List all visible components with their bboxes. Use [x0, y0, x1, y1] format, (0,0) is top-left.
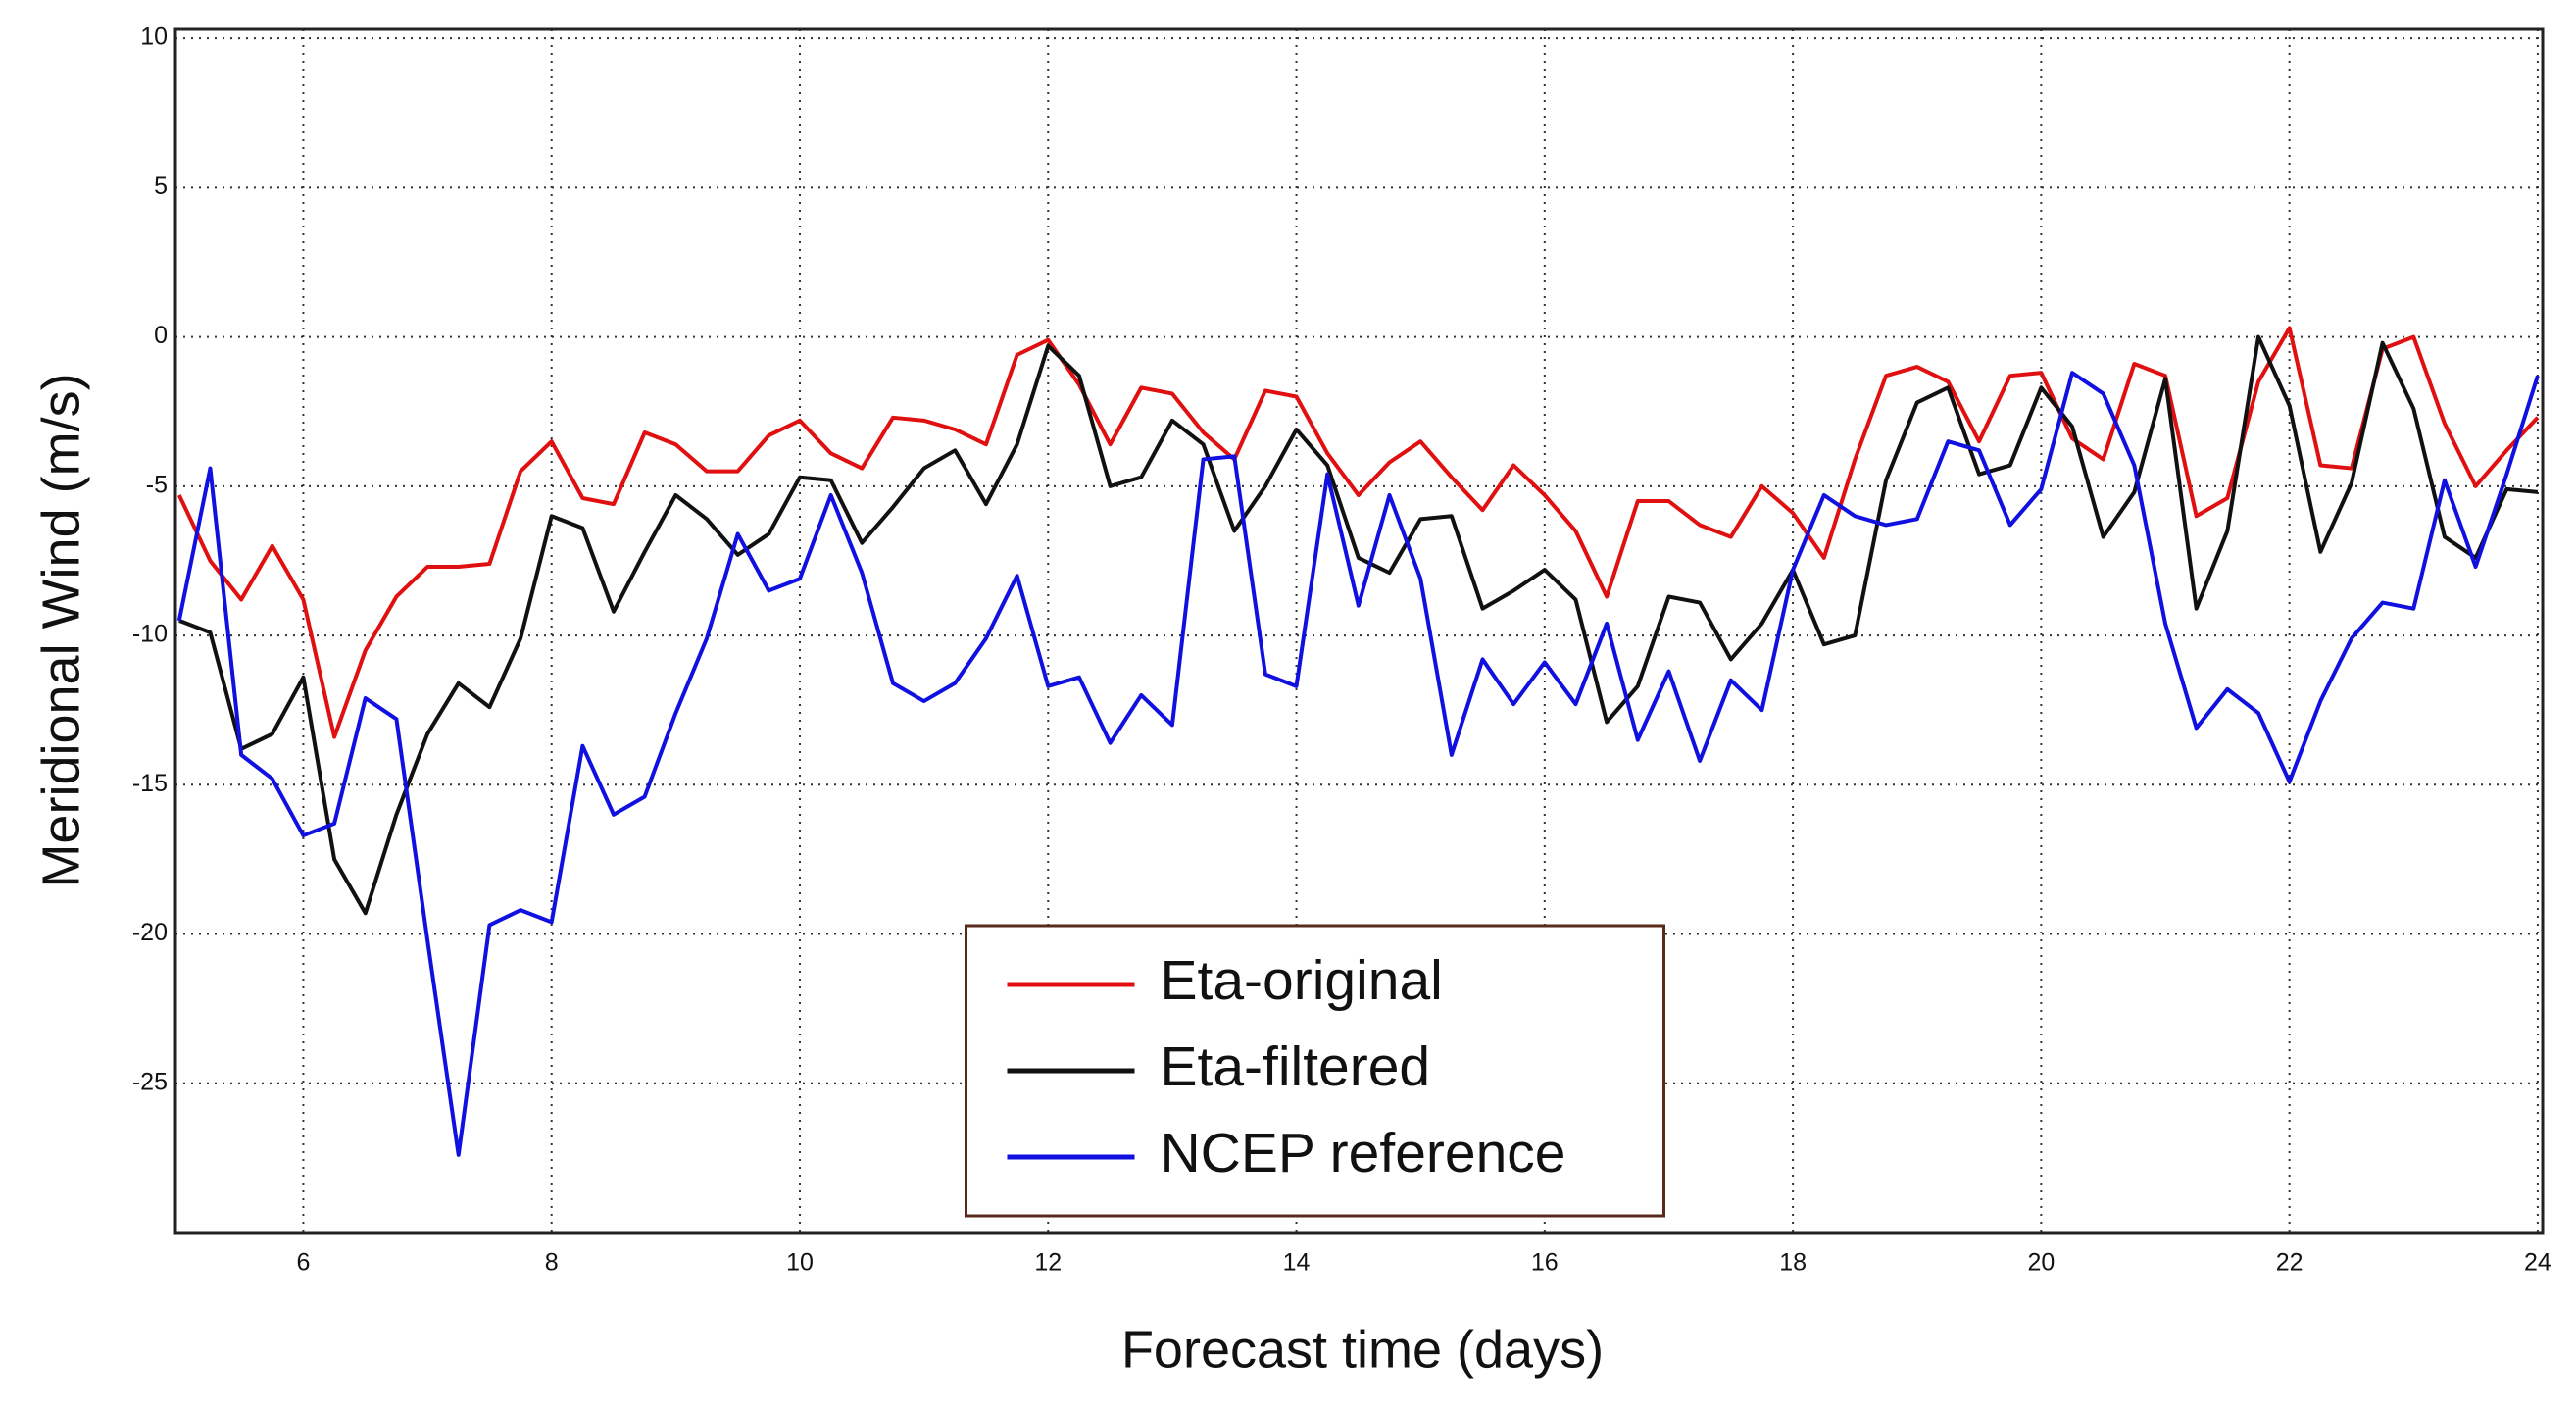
x-tick-label: 16 [1531, 1249, 1559, 1277]
series-line [176, 371, 2540, 1157]
series-line [176, 326, 2540, 739]
series-line [178, 334, 2539, 916]
x-tick-label: 6 [296, 1249, 310, 1277]
x-tick-label: 14 [1283, 1249, 1311, 1277]
x-tick-label: 12 [1034, 1249, 1062, 1277]
x-tick-label: 22 [2276, 1249, 2304, 1277]
y-tick-label: -15 [132, 770, 168, 797]
x-tick-label: 10 [786, 1249, 814, 1277]
legend-label: Eta-original [1161, 949, 1443, 1012]
x-tick-label: 20 [2027, 1249, 2055, 1277]
y-tick-label: -5 [146, 471, 168, 498]
x-tick-label: 8 [545, 1249, 559, 1277]
y-tick-label: 5 [154, 173, 168, 200]
y-tick-label: 0 [154, 322, 168, 349]
y-axis-label: Meridional Wind (m/s) [31, 373, 90, 887]
legend-label: NCEP reference [1161, 1122, 1566, 1185]
x-tick-label: 24 [2524, 1249, 2551, 1277]
y-tick-label: -25 [132, 1068, 168, 1095]
y-tick-label: -10 [132, 621, 168, 648]
y-tick-label: -20 [132, 919, 168, 946]
x-axis-label: Forecast time (days) [1121, 1320, 1604, 1379]
y-tick-label: 10 [140, 24, 168, 51]
legend-label: Eta-filtered [1161, 1035, 1431, 1098]
plot-frame [173, 27, 2545, 1235]
x-tick-label: 18 [1779, 1249, 1807, 1277]
